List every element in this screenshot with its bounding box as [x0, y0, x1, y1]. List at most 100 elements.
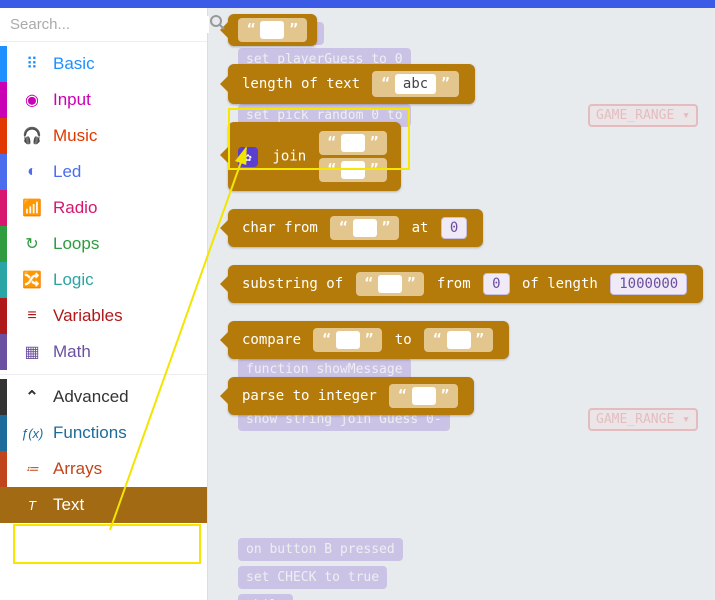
string-slot[interactable]: “ abc ” [372, 71, 458, 97]
category-color-bar [0, 487, 7, 523]
category-color-bar [0, 190, 7, 226]
category-color-bar [0, 226, 7, 262]
string-slot[interactable]: “” [319, 131, 388, 155]
category-divider [0, 374, 207, 375]
quote-close-icon: ” [438, 76, 452, 92]
category-label: Music [53, 126, 97, 146]
text-flyout: “ ” length of text “ abc ” ✿ join “” [220, 14, 715, 600]
category-label: Text [53, 495, 84, 515]
category-label: Radio [53, 198, 97, 218]
led-icon: ◐ [21, 163, 43, 181]
category-color-bar [0, 298, 7, 334]
block-label: substring of [242, 276, 343, 292]
string-slot[interactable]: “” [424, 328, 493, 352]
sidebar-item-arrays[interactable]: ≔ Arrays [0, 451, 207, 487]
sidebar-item-basic[interactable]: ⠿ Basic [0, 46, 207, 82]
math-icon: ▦ [21, 342, 43, 362]
category-color-bar [0, 334, 7, 370]
category-label: Arrays [53, 459, 102, 479]
chevron-up-icon: ⌃ [21, 387, 43, 407]
category-label: Basic [53, 54, 95, 74]
string-value[interactable]: abc [395, 74, 436, 94]
string-slot[interactable]: “” [356, 272, 425, 296]
sidebar-item-music[interactable]: 🎧 Music [0, 118, 207, 154]
quote-open-icon: “ [325, 162, 339, 178]
block-label: join [272, 149, 306, 165]
sidebar-item-led[interactable]: ◐ Led [0, 154, 207, 190]
music-icon: 🎧 [21, 126, 43, 146]
string-slot[interactable]: “” [389, 384, 458, 408]
block-substring[interactable]: substring of “” from 0 of length 1000000 [228, 265, 703, 303]
category-label: Logic [53, 270, 94, 290]
sidebar-item-math[interactable]: ▦ Math [0, 334, 207, 370]
number-slot[interactable]: 1000000 [610, 273, 687, 295]
number-slot[interactable]: 0 [483, 273, 509, 295]
sidebar-item-text[interactable]: T Text [0, 487, 207, 523]
top-bar [0, 0, 715, 8]
category-label: Input [53, 90, 91, 110]
block-label: char from [242, 220, 318, 236]
block-label: length of text [242, 76, 360, 92]
sidebar-item-radio[interactable]: 📶 Radio [0, 190, 207, 226]
block-label: to [395, 332, 412, 348]
functions-icon: ƒ(x) [21, 426, 43, 441]
block-label: at [412, 220, 429, 236]
loops-icon: ↻ [21, 234, 43, 254]
blockly-workspace[interactable]: Challengeset playerGuess to 0set pick ra… [208, 8, 715, 600]
input-icon: ◉ [21, 90, 43, 110]
category-label: Loops [53, 234, 99, 254]
category-label: Functions [53, 423, 127, 443]
block-label: parse to integer [242, 388, 377, 404]
radio-icon: 📶 [21, 198, 43, 218]
quote-open-icon: “ [244, 22, 258, 38]
block-label: from [437, 276, 471, 292]
string-slot[interactable]: “” [319, 158, 388, 182]
block-compare[interactable]: compare “” to “” [228, 321, 509, 359]
category-sidebar: ⠿ Basic ◉ Input 🎧 Music ◐ Led 📶 Radio ↻ Loops 🔀 Logic… [0, 8, 208, 600]
category-color-bar [0, 262, 7, 298]
block-char-from[interactable]: char from “” at 0 [228, 209, 483, 247]
category-label: Advanced [53, 387, 129, 407]
category-color-bar [0, 451, 7, 487]
sidebar-item-logic[interactable]: 🔀 Logic [0, 262, 207, 298]
category-color-bar [0, 379, 7, 415]
gear-icon[interactable]: ✿ [238, 147, 258, 167]
number-slot[interactable]: 0 [441, 217, 467, 239]
string-slot[interactable]: “” [330, 216, 399, 240]
text-icon: T [21, 498, 43, 513]
quote-close-icon: ” [286, 22, 300, 38]
sidebar-item-advanced[interactable]: ⌃ Advanced [0, 379, 207, 415]
string-slot[interactable]: “” [313, 328, 382, 352]
variables-icon: ≡ [21, 307, 43, 325]
quote-open-icon: “ [325, 135, 339, 151]
sidebar-item-input[interactable]: ◉ Input [0, 82, 207, 118]
block-length-of-text[interactable]: length of text “ abc ” [228, 64, 475, 104]
sidebar-item-variables[interactable]: ≡ Variables [0, 298, 207, 334]
search-icon[interactable] [209, 14, 225, 35]
block-parse-int[interactable]: parse to integer “” [228, 377, 474, 415]
block-empty-string[interactable]: “ ” [228, 14, 317, 46]
block-join[interactable]: ✿ join “” “” [228, 122, 401, 191]
category-label: Led [53, 162, 81, 182]
string-slot[interactable]: “ ” [238, 18, 307, 42]
category-color-bar [0, 154, 7, 190]
category-label: Math [53, 342, 91, 362]
search-input[interactable] [10, 16, 209, 33]
sidebar-item-functions[interactable]: ƒ(x) Functions [0, 415, 207, 451]
category-list: ⠿ Basic ◉ Input 🎧 Music ◐ Led 📶 Radio ↻ Loops 🔀 Logic… [0, 42, 207, 523]
quote-close-icon: ” [367, 135, 381, 151]
category-color-bar [0, 415, 7, 451]
quote-open-icon: “ [378, 76, 392, 92]
category-color-bar [0, 46, 7, 82]
string-hole[interactable] [260, 21, 284, 39]
logic-icon: 🔀 [21, 270, 43, 290]
arrays-icon: ≔ [21, 461, 43, 477]
basic-icon: ⠿ [21, 54, 43, 74]
string-hole[interactable] [341, 134, 365, 152]
category-color-bar [0, 82, 7, 118]
category-label: Variables [53, 306, 123, 326]
category-color-bar [0, 118, 7, 154]
sidebar-item-loops[interactable]: ↻ Loops [0, 226, 207, 262]
string-hole[interactable] [341, 161, 365, 179]
block-label: compare [242, 332, 301, 348]
